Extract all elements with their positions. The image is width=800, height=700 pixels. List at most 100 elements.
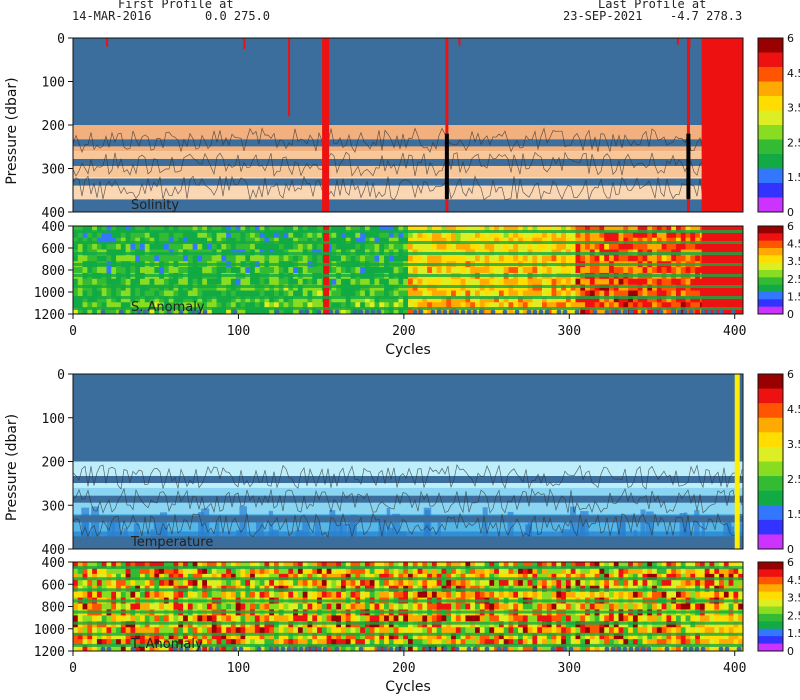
anomaly-cell: [230, 278, 237, 286]
colorbar-tick-label: 0: [787, 206, 794, 219]
temp-streak: [723, 515, 731, 549]
anomaly-cell: [101, 278, 108, 286]
anomaly-cell: [455, 278, 462, 286]
anomaly-cell: [565, 308, 572, 314]
anomaly-cell: [714, 603, 720, 611]
anomaly-cell: [709, 627, 715, 634]
anomaly-cell: [451, 627, 457, 634]
anomaly-cell: [532, 591, 538, 599]
anomaly-cell: [518, 231, 524, 239]
anomaly-cell: [111, 237, 117, 245]
anomaly-cell: [211, 639, 218, 646]
anomaly-cell: [364, 278, 371, 286]
anomaly-cell: [374, 231, 380, 239]
anomaly-cell: [341, 645, 347, 651]
anomaly-cell: [637, 627, 644, 634]
anomaly-cell: [494, 573, 500, 581]
anomaly-cell: [532, 603, 538, 611]
anomaly-cell: [637, 567, 644, 575]
anomaly-cell: [475, 573, 481, 581]
anomaly-cell: [116, 290, 122, 297]
anomaly-cell: [695, 231, 701, 239]
anomaly-cell: [637, 278, 644, 286]
anomaly-cell: [283, 567, 289, 575]
anomaly-cell: [513, 573, 519, 581]
anomaly-cell: [331, 573, 337, 581]
anomaly-cell: [642, 639, 648, 646]
anomaly-cell: [676, 639, 682, 646]
anomaly-cell: [202, 290, 208, 297]
anomaly-cell: [489, 645, 495, 651]
colorbar-swatch: [758, 277, 783, 286]
profile-band: [73, 610, 743, 614]
anomaly-cell: [106, 302, 112, 309]
anomaly-cell: [388, 243, 395, 251]
anomaly-cell: [565, 633, 572, 640]
anomaly-cell: [384, 243, 390, 251]
anomaly-cell: [388, 633, 395, 640]
anomaly-cell: [546, 296, 553, 303]
anomaly-cell: [374, 567, 380, 575]
anomaly-cell: [111, 573, 117, 581]
data-point: [568, 646, 574, 651]
anomaly-cell: [441, 243, 447, 251]
anomaly-cell: [331, 255, 337, 262]
anomaly-cell: [360, 231, 366, 239]
anomaly-cell: [226, 290, 232, 297]
anomaly-cell: [431, 573, 438, 581]
anomaly-cell: [632, 308, 639, 314]
anomaly-cell: [235, 567, 242, 575]
anomaly-cell: [159, 645, 165, 651]
anomaly-cell: [666, 615, 672, 622]
anomaly-cell: [307, 237, 313, 245]
anomaly-cell: [183, 627, 189, 634]
anomaly-cell: [427, 226, 433, 233]
anomaly-cell: [159, 579, 165, 587]
anomaly-cell: [484, 290, 490, 297]
anomaly-cell: [585, 627, 591, 634]
anomaly-cell: [254, 278, 261, 286]
anomaly-cell: [532, 226, 538, 233]
anomaly-cell: [565, 645, 572, 651]
anomaly-cell: [671, 603, 677, 611]
anomaly-cell: [441, 591, 447, 599]
anomaly-cell: [374, 603, 380, 611]
anomaly-cell: [661, 645, 668, 651]
anomaly-cell: [221, 591, 227, 599]
anomaly-cell: [77, 302, 84, 309]
anomaly-cell: [676, 267, 682, 274]
anomaly-cell: [546, 231, 553, 239]
anomaly-cell: [293, 290, 299, 297]
anomaly-cell: [274, 639, 280, 646]
anomaly-cell: [484, 639, 490, 646]
anomaly-cell: [527, 278, 534, 286]
anomaly-cell: [163, 579, 170, 587]
data-point: [466, 309, 472, 314]
anomaly-cell: [412, 579, 419, 587]
anomaly-cell: [202, 633, 208, 640]
anomaly-cell: [508, 639, 514, 646]
anomaly-cell: [364, 290, 371, 297]
anomaly-cell: [331, 296, 337, 303]
anomaly-cell: [656, 591, 663, 599]
anomaly-cell: [192, 308, 199, 314]
anomaly-cell: [159, 278, 165, 286]
anomaly-cell: [178, 267, 184, 274]
anomaly-cell: [230, 639, 237, 646]
anomaly-cell: [556, 573, 562, 581]
anomaly-cell: [331, 645, 337, 651]
anomaly-cell: [173, 562, 179, 569]
anomaly-cell: [345, 633, 352, 640]
anomaly-cell: [685, 573, 691, 581]
anomaly-cell: [106, 573, 112, 581]
anomaly-cell: [364, 226, 371, 233]
anomaly-cell: [130, 633, 136, 640]
y-tick-label: 300: [42, 499, 65, 514]
anomaly-cell: [149, 296, 155, 303]
anomaly-cell: [652, 243, 658, 251]
anomaly-cell: [288, 633, 294, 640]
anomaly-cell: [479, 296, 486, 303]
anomaly-cell: [551, 579, 557, 587]
anomaly-cell: [379, 639, 385, 646]
anomaly-cell: [618, 573, 624, 581]
